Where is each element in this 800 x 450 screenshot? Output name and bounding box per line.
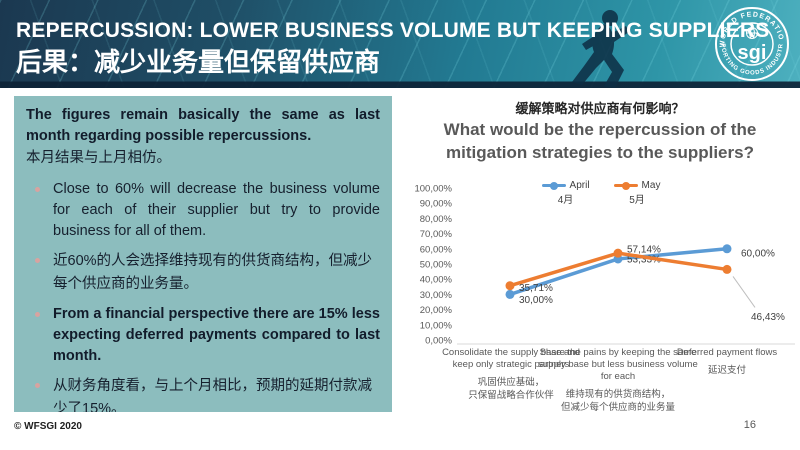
bullet-dot-icon <box>35 258 40 263</box>
sprinter-silhouette-image <box>572 10 629 88</box>
y-axis-tick-label: 90,00% <box>420 199 453 210</box>
category-label-en: Share the pains by keeping the same supp… <box>538 347 698 382</box>
wfsgi-logo: WORLD FEDERATION SPORTING GOODS INDUSTRY… <box>715 7 789 81</box>
legend-label-zh: 4月 <box>557 195 574 206</box>
copyright-text: © WFSGI 2020 <box>14 421 82 432</box>
category-label: Consolidate the supply base and keep onl… <box>439 347 583 402</box>
y-axis-tick-label: 100,00% <box>414 184 452 195</box>
category-label-en: Deferred payment flows <box>676 347 778 358</box>
data-label-may: 46,43% <box>751 312 785 323</box>
legend-label-zh: 5月 <box>629 195 645 206</box>
category-label-zh: 巩固供应基础， 只保留战略合作伙伴 <box>468 377 554 401</box>
data-label-april: 53,33% <box>627 254 661 265</box>
chart-category-labels: Consolidate the supply base and keep onl… <box>405 347 797 433</box>
chart-legend: April 4月 May 5月 <box>405 180 797 206</box>
category-label-zh: 维持现有的供货商结构， 但减少每个供应商的业务量 <box>560 389 675 413</box>
category-label-zh: 延迟支付 <box>707 365 746 376</box>
label-leader-line <box>732 276 756 308</box>
legend-item-april: April 4月 <box>541 180 590 206</box>
bullet-dot-icon <box>35 383 40 388</box>
data-point-april <box>505 289 515 299</box>
y-axis-tick-label: 60,00% <box>420 244 453 255</box>
legend-item-may: May 5月 <box>613 180 661 206</box>
summary-panel: The figures remain basically the same as… <box>14 96 392 412</box>
slide-title-en: REPERCUSSION: LOWER BUSINESS VOLUME BUT … <box>16 19 770 42</box>
panel-bullet: Close to 60% will decrease the business … <box>26 179 380 242</box>
panel-bullet: 近60%的人会选择维持现有的供货商结构，但减少每个供应商的业务量。 <box>26 250 380 296</box>
chart-title-zh: 缓解策略对供应商有何影响？ <box>515 101 685 116</box>
panel-bullet: From a financial perspective there are 1… <box>26 304 380 367</box>
y-axis-tick-label: 30,00% <box>420 290 453 301</box>
category-label: Deferred payment flows 延迟支付 <box>643 347 800 377</box>
chart-title-en: What would be the repercussion of the mi… <box>443 120 757 162</box>
y-axis-tick-label: 80,00% <box>420 214 453 225</box>
bullet-text: 近60%的人会选择维持现有的供货商结构，但减少每个供应商的业务量。 <box>53 253 373 292</box>
y-axis-tick-label: 10,00% <box>420 320 453 331</box>
y-axis-tick-label: 0,00% <box>425 336 452 347</box>
panel-intro-zh: 本月结果与上月相仿。 <box>26 150 171 166</box>
panel-bullets: Close to 60% will decrease the business … <box>26 179 380 412</box>
y-axis-tick-label: 40,00% <box>420 275 453 286</box>
logo-center-text: sgi <box>738 42 767 64</box>
category-label-en: Consolidate the supply base and keep onl… <box>442 347 580 370</box>
bullet-text: Close to 60% will decrease the business … <box>53 181 380 239</box>
header-banner: REPERCUSSION: LOWER BUSINESS VOLUME BUT … <box>0 0 800 88</box>
data-label-april: 60,00% <box>741 248 775 259</box>
data-point-april <box>722 244 732 254</box>
category-label: Share the pains by keeping the same supp… <box>536 347 700 414</box>
data-label-april: 30,00% <box>519 295 553 306</box>
chart-title-block: 缓解策略对供应商有何影响？ What would be the repercus… <box>406 100 794 164</box>
data-point-may <box>613 248 623 258</box>
panel-bullet: 从财务角度看，与上个月相比，预期的延期付款减少了15%。 <box>26 375 380 412</box>
data-label-may: 57,14% <box>627 245 661 256</box>
legend-marker-icon <box>541 181 566 190</box>
data-point-may <box>722 264 732 274</box>
y-axis-tick-label: 50,00% <box>420 260 453 271</box>
legend-marker-icon <box>613 181 638 190</box>
bullet-text: 从财务角度看，与上个月相比，预期的延期付款减少了15%。 <box>53 378 372 412</box>
bullet-text: From a financial perspective there are 1… <box>53 306 380 364</box>
page-number: 16 <box>743 419 756 431</box>
bullet-dot-icon <box>35 187 40 192</box>
y-axis-tick-label: 70,00% <box>420 229 453 240</box>
slide-title-zh: 后果：减少业务量但保留供应商 <box>16 47 381 77</box>
bullet-dot-icon <box>35 312 40 317</box>
globe-icon <box>746 27 758 39</box>
data-point-may <box>505 281 515 291</box>
line-chart: 0,00% 10,00% 20,00% 30,00% 40,00% 50,00% 60,00… <box>414 184 795 347</box>
y-axis-tick-label: 20,00% <box>420 305 453 316</box>
legend-label: April <box>569 180 590 191</box>
legend-label: May <box>641 180 661 191</box>
data-label-may: 35,71% <box>519 283 553 294</box>
panel-intro-en: The figures remain basically the same as… <box>26 107 380 144</box>
